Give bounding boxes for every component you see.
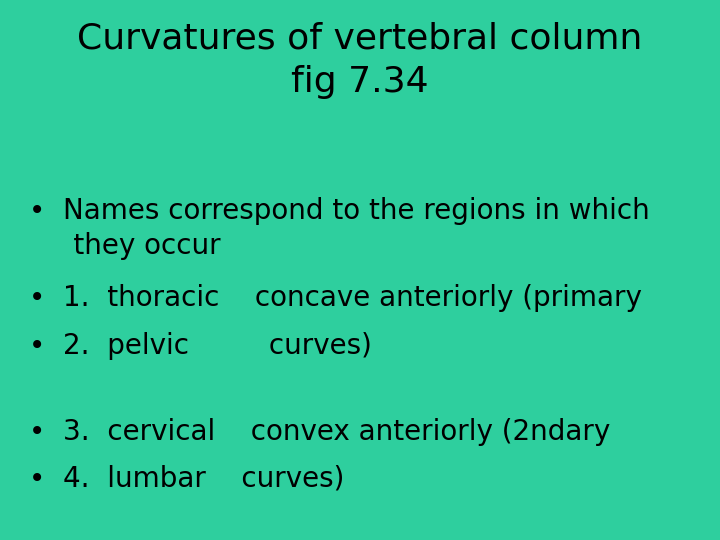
Text: •  4.  lumbar    curves): • 4. lumbar curves)	[29, 464, 344, 492]
Text: Curvatures of vertebral column
fig 7.34: Curvatures of vertebral column fig 7.34	[77, 22, 643, 99]
Text: •  Names correspond to the regions in which
     they occur: • Names correspond to the regions in whi…	[29, 197, 649, 260]
Text: •  3.  cervical    convex anteriorly (2ndary: • 3. cervical convex anteriorly (2ndary	[29, 418, 610, 447]
Text: •  1.  thoracic    concave anteriorly (primary: • 1. thoracic concave anteriorly (primar…	[29, 284, 642, 312]
Text: •  2.  pelvic         curves): • 2. pelvic curves)	[29, 332, 372, 360]
